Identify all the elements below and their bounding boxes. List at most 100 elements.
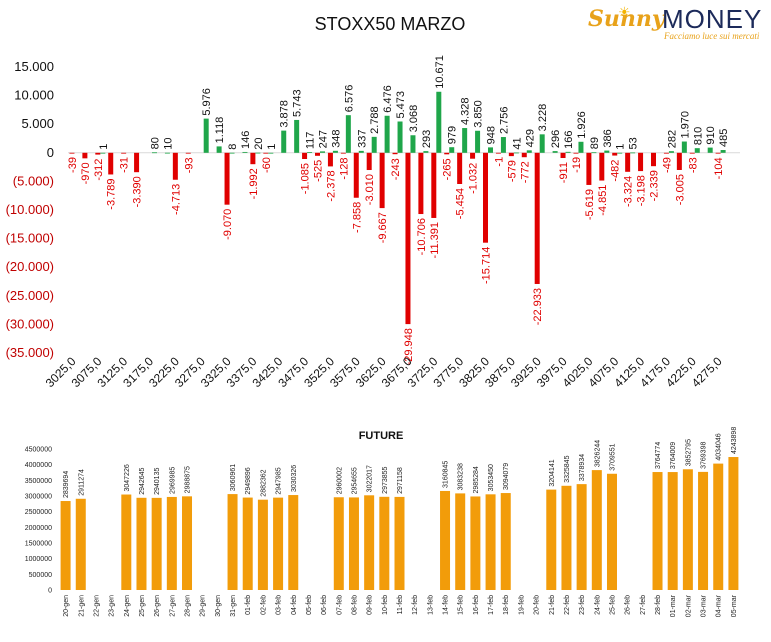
future-bar-15-feb [455,493,466,590]
future-x-tick-label: 16-feb [473,595,480,615]
future-bar-28-feb [652,472,663,590]
future-x-tick-label: 05-mar [731,594,738,617]
future-x-tick-label: 02-feb [260,595,267,615]
data-label: 10.671 [434,55,446,89]
data-label: 6.476 [382,85,394,113]
data-label: -9.667 [377,212,389,243]
put-bar-3025,0 [69,152,75,154]
future-x-tick-label: 14-feb [443,595,450,615]
data-label: -4.851 [597,185,609,216]
put-bar-3325,0 [224,152,230,205]
future-value-label: 3053450 [488,464,495,491]
logo-tagline: Facciamo luce sui mercati [664,31,760,41]
data-label: -579 [506,160,518,182]
call-bar-3900,0 [526,150,532,153]
put-bar-3650,0 [392,152,398,155]
data-label: -128 [338,158,350,180]
put-bar-4150,0 [651,152,656,167]
future-value-label: 2882362 [260,469,267,496]
data-label: 3.878 [279,100,291,128]
put-bar-3075,0 [95,152,101,155]
y-tick-label: 0 [47,145,54,160]
future-value-label: 2985284 [473,466,480,493]
data-label: 5.743 [292,89,304,117]
call-bar-3525,0 [332,150,338,153]
future-bar-04-feb [288,495,299,590]
future-bar-23-feb [576,484,587,590]
future-value-label: 3325845 [564,455,571,482]
future-x-tick-label: 23-gen [109,595,116,617]
data-label: 810 [692,127,704,145]
data-label: 1.926 [576,111,588,139]
data-label: 337 [356,130,368,148]
future-bar-18-feb [500,493,511,590]
call-bar-3400,0 [268,152,274,154]
future-y-tick-label: 3000000 [25,494,52,501]
put-bar-3525,0 [327,152,333,167]
put-bar-4200,0 [676,152,682,170]
y-tick-label: (30.000) [6,316,54,331]
data-label: 910 [705,126,717,144]
data-label: 2.788 [369,106,381,134]
future-value-label: 3378934 [579,454,586,481]
data-label: -525 [313,160,325,182]
data-label: 5.473 [395,91,407,119]
call-bar-4000,0 [578,141,584,153]
data-label: -911 [558,162,570,183]
data-label: 4.328 [460,98,472,126]
future-x-tick-label: 26-gen [154,595,161,617]
data-label: -60 [261,157,273,173]
data-label: 1.118 [214,117,226,144]
future-value-label: 2947985 [276,467,283,494]
put-bar-3050,0 [82,152,88,159]
future-y-tick-label: 500000 [29,572,52,579]
future-bar-04-mar [713,463,724,590]
data-label: 296 [550,130,562,148]
future-value-label: 3769398 [701,442,708,469]
future-x-tick-label: 24-feb [594,595,601,615]
future-value-label: 3047226 [124,464,131,491]
future-y-tick-label: 0 [48,588,52,595]
future-x-tick-label: 07-feb [336,595,343,615]
future-x-tick-label: 01-feb [245,595,252,615]
data-label: -3.005 [674,174,686,205]
future-x-tick-label: 20-feb [534,595,541,615]
data-label: 10 [162,137,174,149]
future-x-tick-label: 22-feb [564,595,571,615]
put-bar-4275,0 [715,152,721,154]
future-bar-31-gen [227,494,238,590]
future-value-label: 3764009 [670,442,677,469]
call-bar-3850,0 [500,137,506,153]
future-bar-27-gen [166,496,177,590]
data-label: 1 [615,144,627,150]
future-value-label: 2969985 [169,467,176,494]
data-label: -19 [571,157,583,173]
future-value-label: 2942645 [139,467,146,494]
data-label: -312 [93,159,105,181]
future-bar-25-feb [606,473,617,590]
future-value-label: 3852795 [685,439,692,466]
future-x-tick-label: 25-feb [609,595,616,615]
future-x-tick-label: 09-feb [367,595,374,615]
y-tick-label: (5.000) [13,173,54,188]
call-bar-3550,0 [345,115,351,153]
future-value-label: 3083238 [458,463,465,490]
data-label: -9.070 [222,209,234,240]
future-value-label: 2839694 [63,471,70,498]
data-label: -29.948 [403,328,415,365]
put-bar-4000,0 [573,152,579,154]
data-label: -4.713 [170,184,182,215]
future-x-tick-label: 04-mar [716,594,723,617]
put-bar-4225,0 [689,152,695,154]
call-bar-3700,0 [423,151,429,153]
put-bar-3750,0 [444,152,450,155]
call-bar-3875,0 [513,152,519,154]
future-bar-17-feb [485,494,496,590]
future-value-label: 4243898 [731,427,738,454]
put-bar-4050,0 [599,152,605,181]
data-label: -1.992 [248,168,260,199]
call-bar-4250,0 [707,147,713,153]
put-bar-3400,0 [263,152,269,154]
y-tick-label: (20.000) [6,259,54,274]
data-label: 117 [305,132,317,150]
